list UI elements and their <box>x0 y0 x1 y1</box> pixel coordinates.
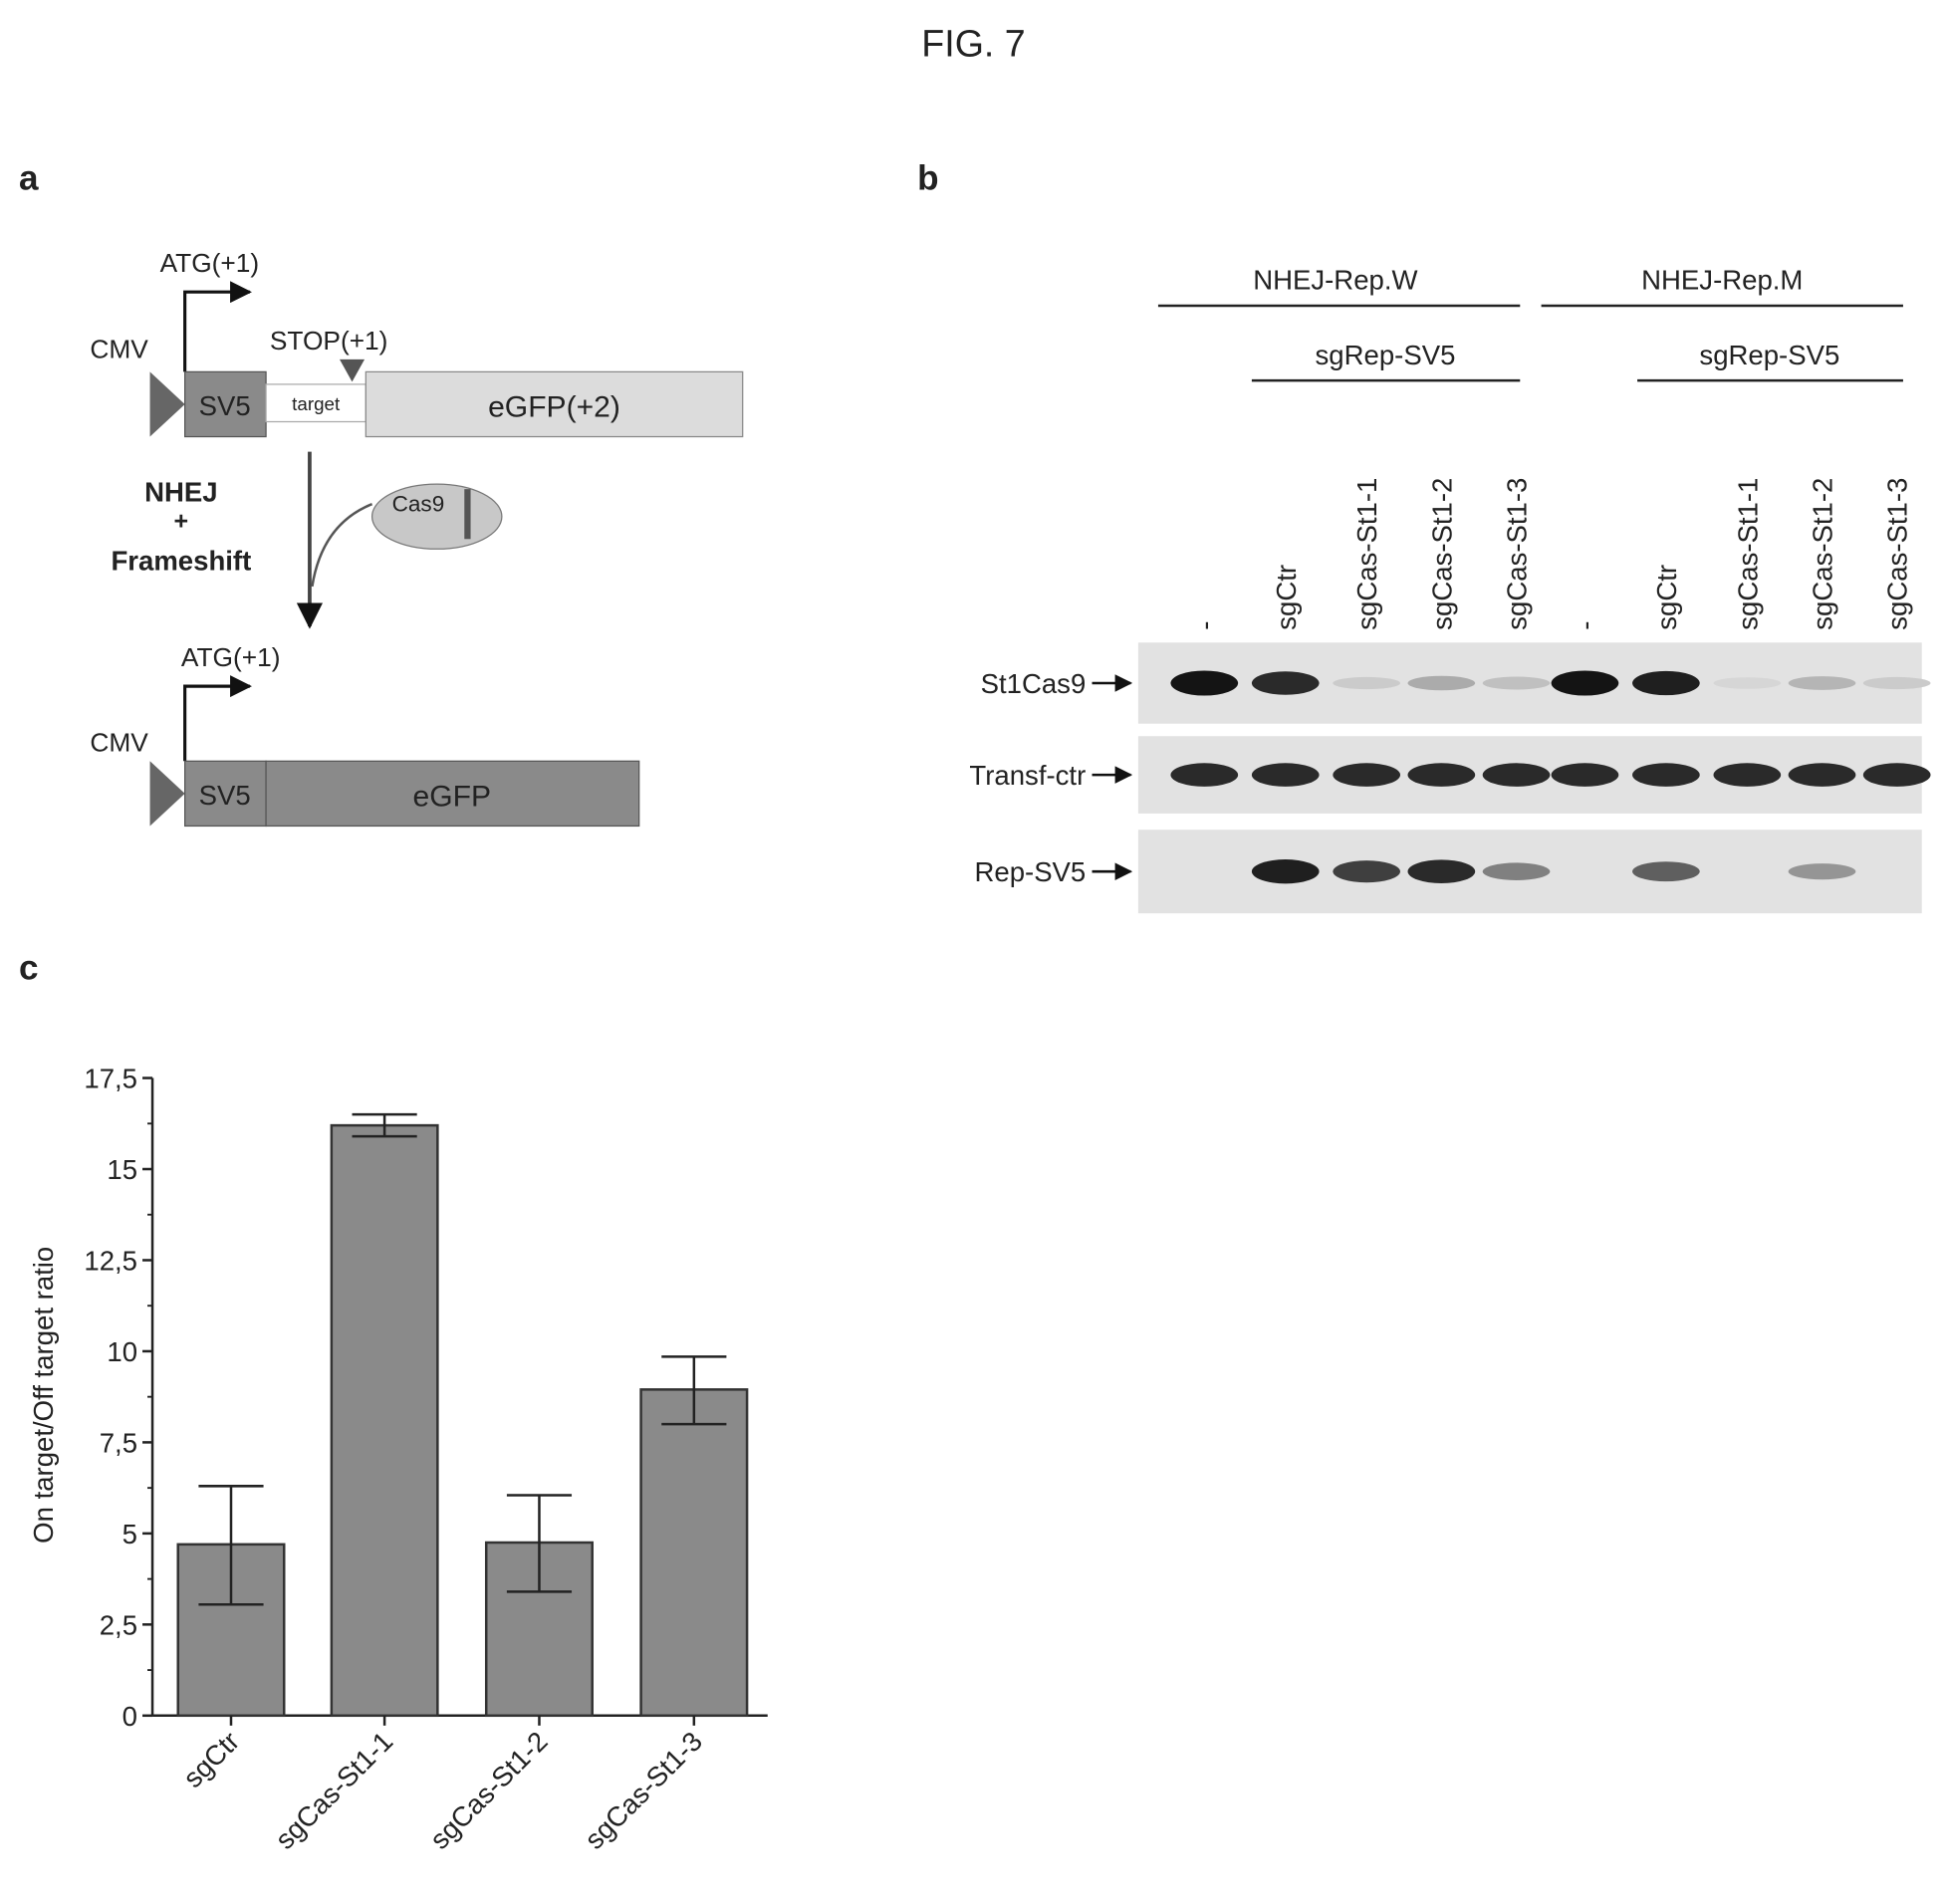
stop-triangle <box>340 359 365 382</box>
cas9-label: Cas9 <box>392 492 445 517</box>
lane-label: sgCas-St1-2 <box>1808 478 1838 630</box>
egfp-label: eGFP <box>413 780 492 813</box>
band <box>1170 763 1238 787</box>
figure-title: FIG. 7 <box>921 22 1025 64</box>
panel-b: b NHEJ-Rep.W NHEJ-Rep.M sgRep-SV5 sgRep-… <box>917 158 1930 913</box>
band <box>1483 676 1551 689</box>
band <box>1483 862 1551 880</box>
band <box>1863 763 1931 787</box>
panel-c-label: c <box>19 949 39 988</box>
band <box>1632 861 1700 881</box>
band <box>1552 670 1619 695</box>
band <box>1789 863 1856 879</box>
atg-label-top: ATG(+1) <box>160 248 260 278</box>
band <box>1408 859 1476 883</box>
subgroup-label-m: sgRep-SV5 <box>1699 340 1839 370</box>
y-tick-label: 10 <box>107 1336 137 1367</box>
sv5-label-bottom: SV5 <box>199 780 251 811</box>
target-label: target <box>292 393 341 414</box>
sv5-label-top: SV5 <box>199 390 251 421</box>
band <box>1789 763 1856 787</box>
band <box>1552 763 1619 787</box>
transcription-start-arrow-top <box>185 292 250 371</box>
group-label-w: NHEJ-Rep.W <box>1253 265 1417 296</box>
lane-label: sgCtr <box>1271 565 1302 630</box>
lane-label: sgCas-St1-1 <box>1732 478 1763 630</box>
row-label: Transf-ctr <box>969 760 1086 791</box>
panel-a-label: a <box>19 158 39 197</box>
band <box>1252 859 1320 883</box>
band <box>1789 676 1856 690</box>
band <box>1408 676 1476 691</box>
band <box>1333 860 1400 882</box>
y-axis-label: On target/Off target ratio <box>28 1247 59 1544</box>
y-tick-label: 5 <box>122 1519 137 1549</box>
bar <box>641 1389 748 1715</box>
nhej-label: NHEJ <box>144 477 217 508</box>
lane-label: sgCtr <box>1651 565 1682 630</box>
panel-a: a ATG(+1) CMV SV5 target STOP(+1) eGFP(+… <box>19 158 743 826</box>
y-tick-label: 2,5 <box>100 1609 137 1640</box>
panel-b-label: b <box>917 158 938 197</box>
group-label-m: NHEJ-Rep.M <box>1641 265 1803 296</box>
row-label: St1Cas9 <box>981 668 1087 699</box>
stop-label: STOP(+1) <box>270 326 388 356</box>
y-tick-label: 15 <box>107 1154 137 1185</box>
cmv-label-top: CMV <box>90 335 148 364</box>
band <box>1713 763 1781 787</box>
row-label: Rep-SV5 <box>974 856 1086 887</box>
x-tick-label: sgCtr <box>177 1726 245 1793</box>
promoter-triangle-bottom <box>150 761 185 826</box>
band <box>1863 677 1931 689</box>
band <box>1333 763 1400 787</box>
transcription-start-arrow-bottom <box>185 686 250 761</box>
x-tick-label: sgCas-St1-3 <box>579 1726 708 1855</box>
frameshift-label: Frameshift <box>111 546 251 577</box>
lane-label: - <box>1189 621 1220 630</box>
lane-label: sgCas-St1-1 <box>1351 478 1382 630</box>
guide-rna-icon <box>464 489 470 539</box>
band <box>1483 763 1551 787</box>
band <box>1632 671 1700 695</box>
band <box>1408 763 1476 787</box>
y-tick-label: 17,5 <box>84 1064 137 1094</box>
band <box>1632 763 1700 787</box>
bar <box>332 1125 438 1716</box>
x-tick-label: sgCas-St1-2 <box>424 1726 554 1855</box>
x-tick-label: sgCas-St1-1 <box>269 1726 398 1855</box>
figure: FIG. 7 a ATG(+1) CMV SV5 target STOP(+1)… <box>0 0 1947 1904</box>
y-tick-label: 12,5 <box>84 1246 137 1277</box>
band <box>1713 677 1781 689</box>
lane-label: sgCas-St1-3 <box>1882 478 1913 630</box>
subgroup-label-w: sgRep-SV5 <box>1316 340 1456 370</box>
cmv-label-bottom: CMV <box>90 727 148 757</box>
lane-label: sgCas-St1-2 <box>1426 478 1457 630</box>
y-tick-label: 7,5 <box>100 1427 137 1458</box>
band <box>1252 763 1320 787</box>
lane-label: sgCas-St1-3 <box>1502 478 1533 630</box>
egfp-plus2-label: eGFP(+2) <box>488 390 620 423</box>
band <box>1333 677 1400 689</box>
promoter-triangle-top <box>150 371 185 436</box>
band <box>1170 670 1238 695</box>
atg-label-bottom: ATG(+1) <box>181 642 281 672</box>
band <box>1252 671 1320 695</box>
cas9-curve <box>312 504 371 587</box>
panel-c-chart: c On target/Off target ratio 0 2,5 5 7,5 10 1… <box>19 949 768 1855</box>
y-tick-label: 0 <box>122 1701 137 1732</box>
plus-label: + <box>174 507 189 535</box>
lane-label: - <box>1570 621 1600 630</box>
